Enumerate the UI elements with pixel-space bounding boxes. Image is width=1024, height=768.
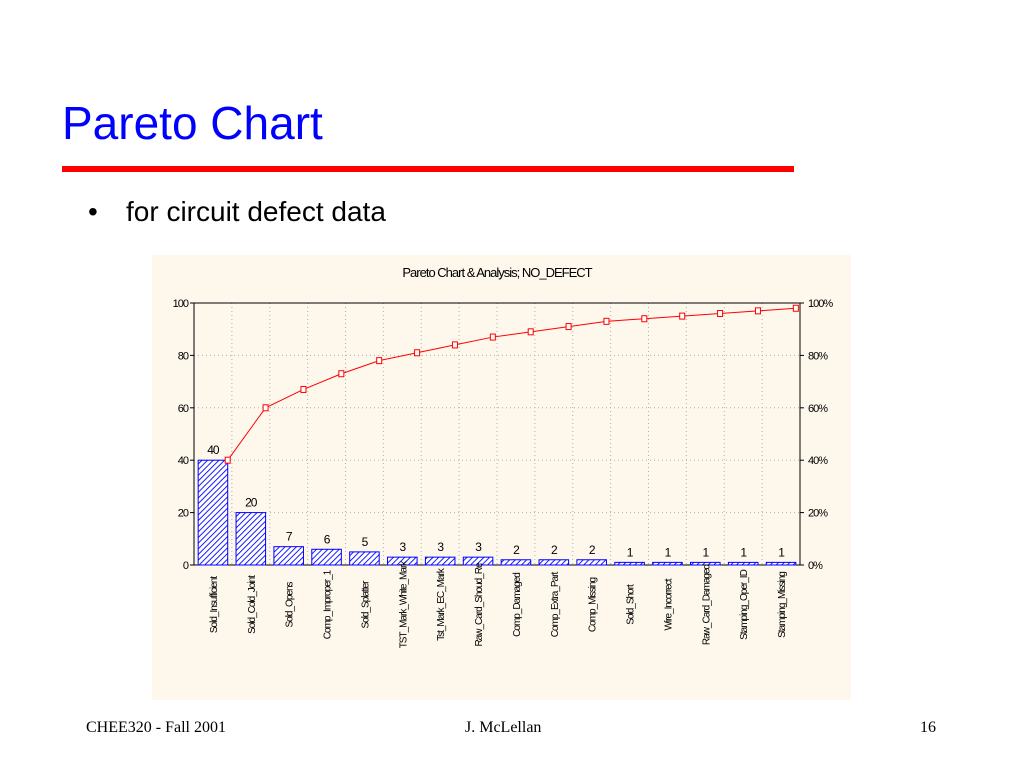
y-axis-right: 0% 20% 40% 60% 80% 100% — [800, 298, 834, 572]
category-label: Sold_Short — [626, 584, 637, 625]
cumulative-marker — [754, 307, 761, 315]
cumulative-marker — [565, 323, 572, 331]
category-label: Comp_Damaged — [512, 573, 523, 637]
slide-title: Pareto Chart — [62, 97, 323, 149]
cumulative-polyline — [227, 307, 796, 461]
y2-tick-label: 60% — [808, 403, 828, 415]
bar-value-label: 2 — [589, 543, 596, 557]
chart-panel: Pareto Chart & Analysis; NO_DEFECT 0 20 40… — [152, 255, 851, 700]
y2-tick-label: 0% — [808, 560, 823, 572]
bar-value-label: 3 — [437, 540, 444, 554]
bar — [727, 561, 759, 566]
cumulative-marker — [717, 309, 724, 317]
bar-value-label: 2 — [513, 543, 520, 557]
bar — [387, 556, 418, 566]
footer-author: J. McLellan — [465, 719, 542, 736]
category-label: TST_Mark_White_Mark — [398, 560, 409, 649]
bar — [500, 559, 532, 566]
bar-value-label: 20 — [245, 496, 258, 510]
cumulative-marker — [641, 315, 648, 323]
bars — [197, 459, 797, 566]
bar — [576, 559, 607, 566]
bar-value-labels: 40 20 7 6 5 3 3 3 2 2 2 1 1 1 1 1 — [207, 443, 786, 559]
bar-value-label: 3 — [475, 540, 482, 554]
bar — [273, 546, 304, 566]
y2-tick-label: 80% — [808, 350, 828, 362]
bar-value-label: 2 — [551, 543, 558, 557]
cumulative-marker — [792, 304, 799, 312]
category-label: Sold_Insufficient — [209, 576, 220, 633]
y-tick-label: 0 — [183, 560, 189, 572]
grid-lines — [194, 302, 800, 566]
bullet-item: • for circuit defect data — [88, 196, 386, 228]
category-label: Comp_Missing — [588, 577, 599, 632]
plot-area-frame — [193, 302, 801, 566]
y-tick-label: 80 — [178, 350, 189, 362]
y2-tick-label: 20% — [808, 508, 828, 520]
cumulative-marker — [679, 312, 686, 320]
bullet-text: for circuit defect data — [126, 196, 386, 227]
category-label: Sold_Opens — [285, 581, 296, 627]
bullet-symbol: • — [88, 196, 98, 227]
cumulative-marker — [489, 333, 496, 341]
bar — [538, 559, 570, 566]
bar-value-label: 40 — [207, 443, 220, 457]
cumulative-marker — [603, 317, 610, 325]
cumulative-marker — [300, 385, 307, 393]
y-tick-label: 100 — [173, 298, 189, 310]
category-label: Sold_Cold_Joint — [247, 575, 258, 634]
bar — [197, 459, 229, 566]
cumulative-marker — [414, 349, 421, 357]
category-label: Raw_Card_Damaged — [701, 564, 712, 645]
y2-tick-label: 40% — [808, 455, 828, 467]
bar — [765, 561, 797, 566]
cumulative-marker — [376, 357, 383, 365]
cumulative-line — [224, 304, 799, 464]
footer-course: CHEE320 - Fall 2001 — [86, 719, 226, 736]
cumulative-marker — [224, 456, 231, 464]
bar-value-label: 6 — [324, 532, 331, 546]
bar-value-label: 1 — [702, 545, 709, 559]
bar-value-label: 7 — [286, 530, 293, 544]
bar — [349, 551, 380, 566]
chart-title: Pareto Chart & Analysis; NO_DEFECT — [402, 265, 592, 280]
y2-tick-label: 100% — [808, 298, 833, 310]
category-label: Sold_Splatter — [360, 580, 371, 629]
category-label: Stamping_Oper_ID — [739, 569, 750, 639]
bar-value-label: 3 — [399, 540, 406, 554]
bar-value-label: 1 — [778, 545, 785, 559]
category-label: Wire_Incorrect — [663, 578, 674, 630]
category-label: Comp_Improper_1 — [323, 569, 334, 639]
cumulative-marker — [451, 341, 458, 349]
bar-value-label: 1 — [740, 545, 747, 559]
cumulative-marker — [262, 404, 269, 412]
title-underline — [62, 166, 794, 172]
cumulative-marker — [527, 328, 534, 336]
y-tick-label: 60 — [178, 403, 189, 415]
category-label: Tst_Mark_EC_Mark — [436, 567, 447, 641]
bar — [690, 561, 721, 566]
bar-value-label: 5 — [362, 535, 369, 549]
bar — [462, 556, 494, 566]
bar — [614, 561, 645, 566]
bar-value-label: 1 — [627, 545, 634, 559]
bar-value-label: 1 — [665, 545, 672, 559]
category-labels: Sold_Insufficient Sold_Cold_Joint Sold_Ope… — [209, 560, 788, 649]
footer-page-number: 16 — [920, 719, 936, 736]
cumulative-marker — [338, 370, 345, 378]
category-label: Raw_Card_Shoud_Re — [474, 562, 485, 647]
bar — [424, 556, 456, 566]
y-tick-label: 20 — [178, 508, 189, 520]
pareto-chart: Pareto Chart & Analysis; NO_DEFECT 02040… — [173, 265, 835, 649]
y-axis-left: 0 20 40 60 80 100 — [173, 298, 194, 572]
category-label: Comp_Extra_Part — [550, 572, 561, 638]
bar — [311, 548, 342, 566]
bar — [652, 561, 683, 566]
bar — [235, 512, 267, 566]
y-tick-label: 40 — [178, 455, 189, 467]
category-label: Stamping_Missing — [777, 572, 788, 638]
